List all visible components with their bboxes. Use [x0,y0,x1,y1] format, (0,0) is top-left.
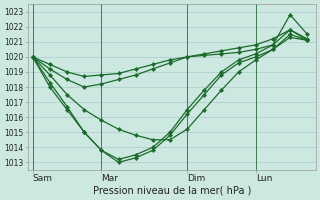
X-axis label: Pression niveau de la mer( hPa ): Pression niveau de la mer( hPa ) [92,186,251,196]
